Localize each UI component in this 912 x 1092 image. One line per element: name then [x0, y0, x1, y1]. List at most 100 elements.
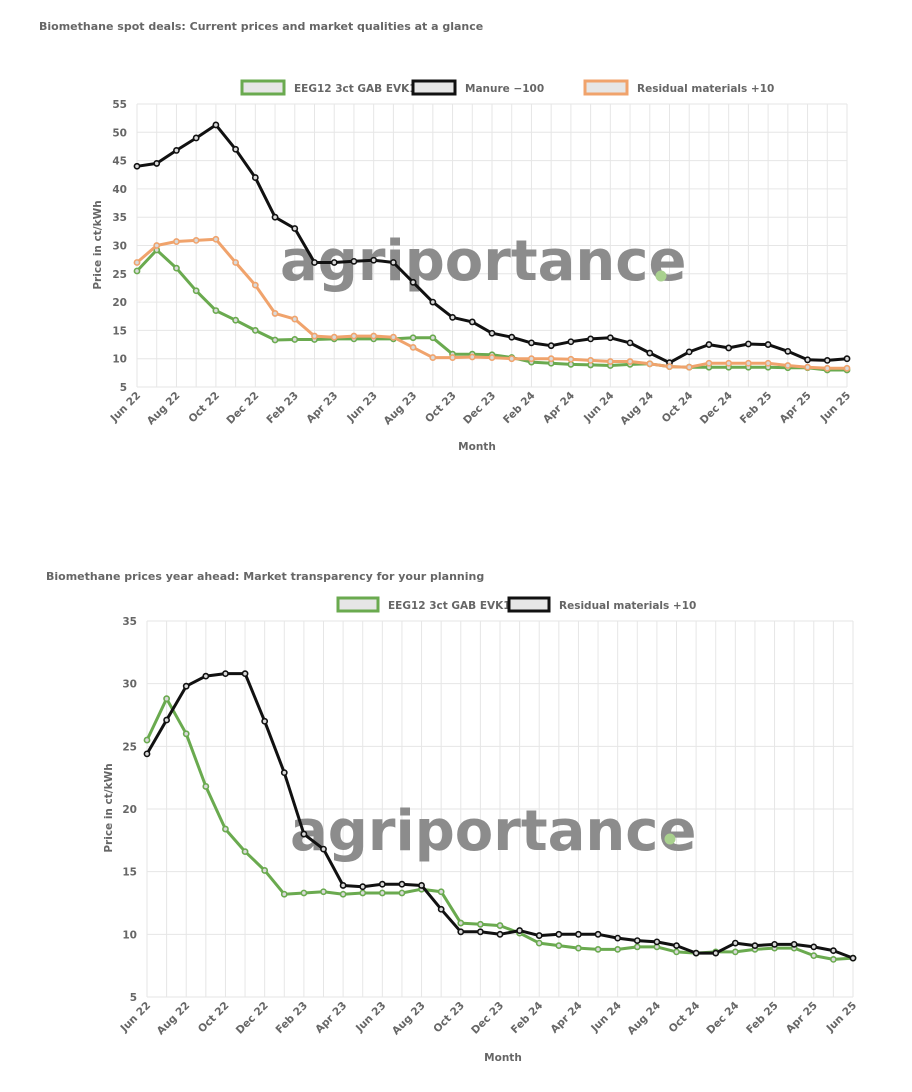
- data-point[interactable]: [370, 332, 378, 340]
- data-point[interactable]: [251, 281, 259, 289]
- data-point[interactable]: [653, 938, 661, 946]
- data-point[interactable]: [606, 358, 614, 365]
- data-point[interactable]: [173, 147, 180, 154]
- data-point[interactable]: [271, 213, 279, 221]
- data-point[interactable]: [241, 848, 249, 856]
- data-point[interactable]: [359, 883, 367, 891]
- data-point[interactable]: [409, 278, 417, 286]
- data-point[interactable]: [575, 944, 582, 952]
- data-point[interactable]: [751, 942, 759, 950]
- data-point[interactable]: [547, 342, 555, 350]
- data-point[interactable]: [626, 339, 634, 347]
- data-point[interactable]: [153, 160, 161, 167]
- data-point[interactable]: [202, 783, 210, 790]
- data-point[interactable]: [182, 730, 190, 738]
- data-point[interactable]: [143, 736, 151, 744]
- data-point[interactable]: [429, 298, 437, 306]
- data-point[interactable]: [398, 880, 406, 888]
- data-point[interactable]: [280, 769, 288, 777]
- data-point[interactable]: [488, 354, 496, 361]
- data-point[interactable]: [378, 880, 386, 888]
- data-point[interactable]: [300, 889, 308, 897]
- data-point[interactable]: [153, 242, 161, 249]
- data-point[interactable]: [731, 939, 739, 947]
- data-point[interactable]: [251, 326, 259, 334]
- data-point[interactable]: [359, 889, 367, 897]
- data-point[interactable]: [232, 145, 240, 153]
- data-point[interactable]: [673, 942, 680, 950]
- data-point[interactable]: [418, 882, 425, 889]
- data-point[interactable]: [555, 942, 563, 950]
- data-point[interactable]: [547, 355, 555, 363]
- data-point[interactable]: [823, 364, 831, 372]
- data-point[interactable]: [508, 355, 516, 363]
- data-point[interactable]: [744, 340, 752, 348]
- legend-item-eeg12-3ct-gab-evk1[interactable]: EEG12 3ct GAB EVK1: [240, 79, 417, 96]
- data-point[interactable]: [457, 928, 465, 936]
- data-point[interactable]: [311, 259, 318, 266]
- data-point[interactable]: [212, 235, 220, 243]
- data-point[interactable]: [143, 750, 151, 758]
- legend-item-residual-materials-10[interactable]: Residual materials +10: [507, 596, 696, 613]
- data-point[interactable]: [673, 948, 680, 956]
- data-point[interactable]: [241, 670, 249, 678]
- data-point[interactable]: [261, 717, 269, 725]
- data-point[interactable]: [370, 256, 378, 264]
- data-point[interactable]: [496, 922, 504, 929]
- data-point[interactable]: [202, 672, 210, 680]
- data-point[interactable]: [163, 695, 171, 703]
- data-point[interactable]: [232, 259, 240, 266]
- data-point[interactable]: [810, 943, 818, 951]
- data-point[interactable]: [330, 259, 338, 266]
- data-point[interactable]: [449, 313, 456, 321]
- data-point[interactable]: [476, 928, 484, 936]
- data-point[interactable]: [535, 939, 543, 947]
- data-point[interactable]: [744, 359, 752, 367]
- data-point[interactable]: [829, 955, 837, 963]
- data-point[interactable]: [771, 940, 778, 948]
- data-point[interactable]: [173, 264, 180, 272]
- data-point[interactable]: [488, 329, 496, 337]
- data-point[interactable]: [804, 356, 811, 364]
- data-point[interactable]: [764, 341, 772, 348]
- data-point[interactable]: [587, 335, 595, 343]
- data-point[interactable]: [731, 948, 739, 956]
- data-point[interactable]: [614, 945, 622, 953]
- data-point[interactable]: [173, 238, 180, 245]
- data-point[interactable]: [823, 356, 831, 364]
- data-point[interactable]: [567, 338, 575, 346]
- data-point[interactable]: [261, 867, 269, 874]
- data-point[interactable]: [626, 358, 634, 365]
- data-point[interactable]: [829, 947, 837, 955]
- data-point[interactable]: [449, 354, 456, 361]
- data-point[interactable]: [555, 930, 563, 938]
- data-point[interactable]: [192, 237, 200, 244]
- data-point[interactable]: [666, 363, 673, 371]
- data-point[interactable]: [468, 353, 476, 361]
- data-point[interactable]: [251, 174, 259, 181]
- data-point[interactable]: [291, 336, 299, 343]
- data-point[interactable]: [389, 333, 397, 341]
- data-point[interactable]: [222, 825, 229, 833]
- data-point[interactable]: [567, 355, 575, 363]
- data-point[interactable]: [705, 359, 713, 367]
- data-point[interactable]: [457, 919, 465, 927]
- data-point[interactable]: [843, 355, 851, 363]
- legend-item-manure-100[interactable]: Manure −100: [411, 79, 544, 96]
- data-point[interactable]: [398, 889, 406, 897]
- data-point[interactable]: [389, 259, 397, 266]
- data-point[interactable]: [212, 307, 220, 314]
- data-point[interactable]: [528, 355, 535, 363]
- data-point[interactable]: [212, 121, 220, 129]
- data-point[interactable]: [320, 845, 327, 853]
- data-point[interactable]: [594, 930, 602, 938]
- data-point[interactable]: [320, 888, 327, 896]
- data-point[interactable]: [330, 333, 338, 341]
- data-point[interactable]: [712, 949, 720, 957]
- data-point[interactable]: [594, 945, 602, 953]
- data-point[interactable]: [437, 888, 445, 896]
- data-point[interactable]: [409, 334, 417, 342]
- data-point[interactable]: [182, 682, 190, 690]
- data-point[interactable]: [192, 287, 200, 295]
- data-point[interactable]: [133, 267, 141, 275]
